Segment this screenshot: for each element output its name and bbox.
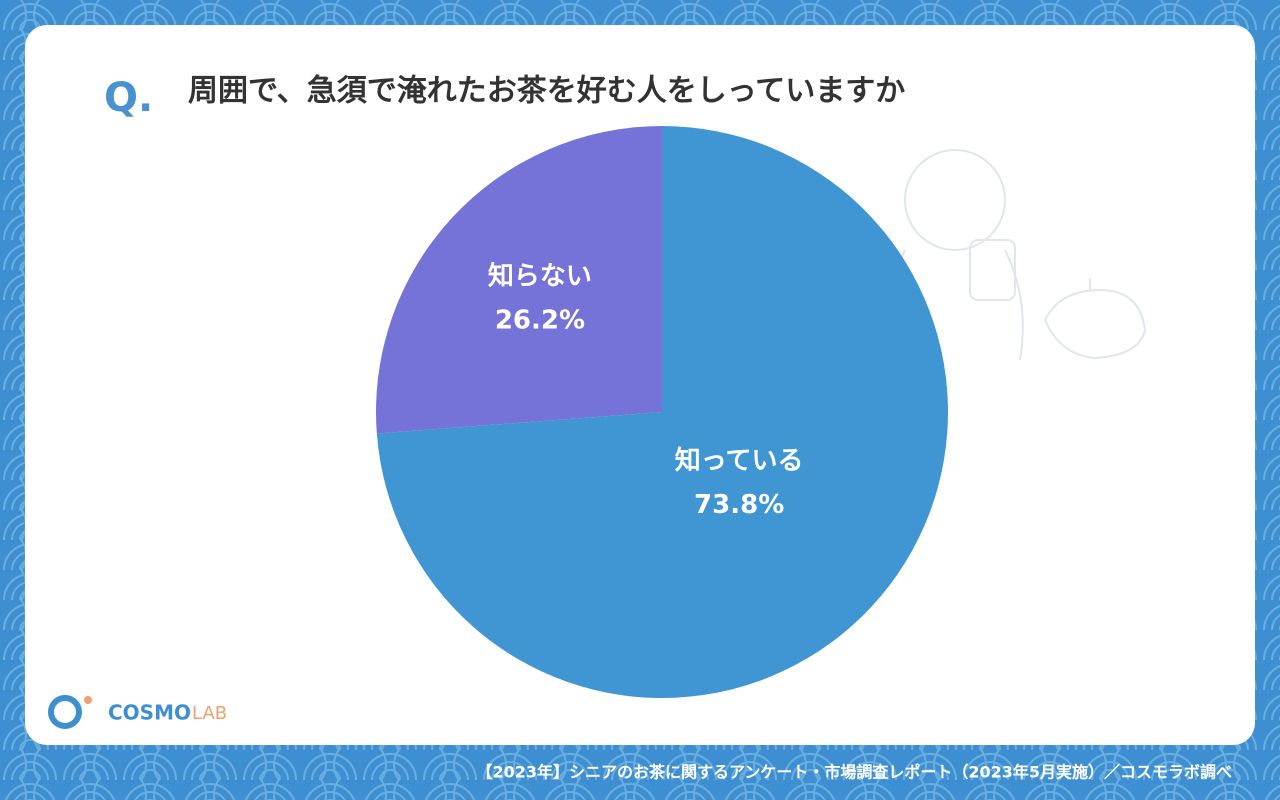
slice-label: 知らない bbox=[488, 261, 592, 291]
logo: COSMO LAB bbox=[48, 695, 227, 729]
logo-word: LAB bbox=[192, 703, 227, 724]
logo-word: COSMO bbox=[108, 701, 191, 725]
slice-label: 知っている bbox=[675, 446, 804, 476]
value-label: 73.8% bbox=[694, 490, 784, 520]
footer: 【2023年】シニアのお茶に関するアンケート・市場調査レポート（2023年5月実… bbox=[476, 763, 1232, 782]
pie: 知っている 73.8% 知らない 26.2% bbox=[376, 126, 949, 699]
pie-slice bbox=[376, 126, 662, 434]
value-label: 26.2% bbox=[495, 305, 585, 335]
chart-title: 周囲で、急須で淹れたお茶を好む人をしっていますか bbox=[188, 74, 905, 109]
pie-slice bbox=[376, 126, 949, 699]
question-marker: Q. bbox=[104, 75, 153, 121]
